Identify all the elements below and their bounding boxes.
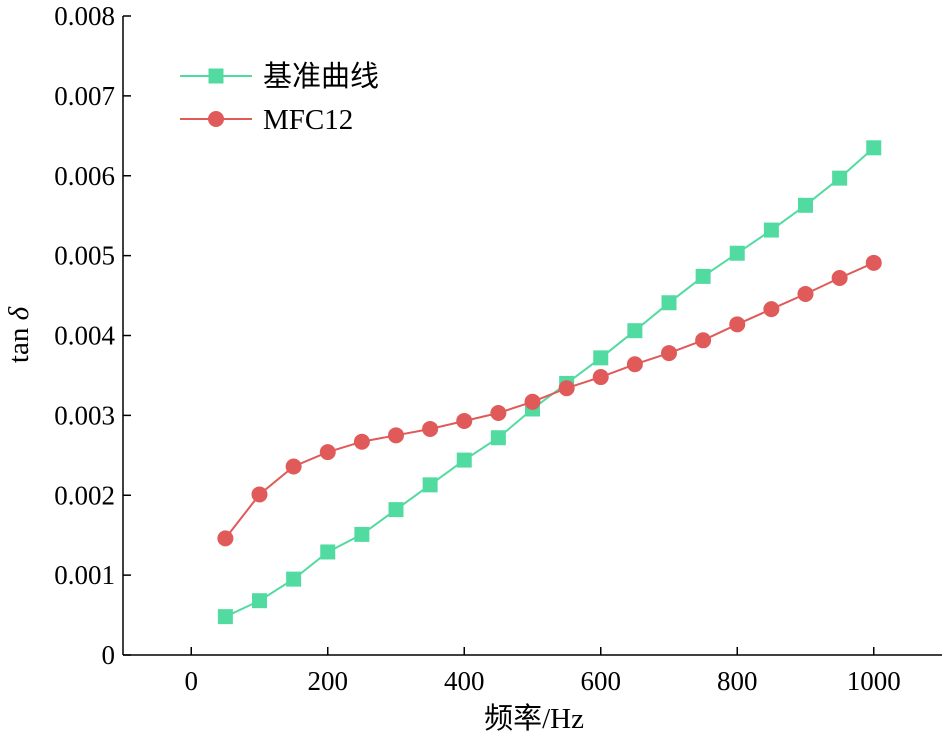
legend-item: 基准曲线 — [180, 60, 379, 93]
x-tick-label: 800 — [717, 666, 758, 696]
y-tick-label: 0.008 — [54, 1, 115, 31]
axes: 0 0.001 0.002 0.003 0.004 0.005 0.006 0.007 0.00… — [54, 1, 942, 696]
legend-marker — [208, 68, 224, 84]
data-point — [558, 380, 575, 397]
data-point — [832, 170, 848, 186]
data-point — [456, 452, 472, 468]
data-point — [490, 430, 506, 446]
data-point — [320, 544, 336, 560]
data-point — [763, 301, 780, 318]
x-tick-label: 1000 — [847, 666, 901, 696]
legend-marker — [208, 111, 224, 127]
data-point — [763, 222, 779, 238]
y-axis-title: tan δ — [3, 306, 35, 363]
y-tick-label: 0.007 — [54, 81, 115, 111]
data-point — [422, 477, 438, 493]
y-tick-label: 0.003 — [54, 400, 115, 430]
data-point — [524, 393, 541, 410]
legend-item: MFC12 — [180, 104, 353, 136]
data-point — [217, 530, 234, 547]
x-tick-label: 600 — [581, 666, 622, 696]
data-point — [251, 486, 268, 503]
y-axis-title-prefix: tan — [3, 320, 35, 363]
legend-label: 基准曲线 — [263, 60, 379, 93]
data-point — [729, 316, 746, 333]
y-tick-label: 0.006 — [54, 161, 115, 191]
legend: 基准曲线 MFC12 — [180, 60, 379, 136]
x-tick-label: 400 — [444, 666, 485, 696]
data-point — [661, 295, 677, 311]
data-point — [456, 412, 473, 429]
data-point — [388, 502, 404, 518]
data-point — [490, 404, 507, 421]
x-axis-title: 频率/Hz — [484, 702, 584, 735]
data-point — [319, 444, 336, 461]
data-point — [217, 609, 233, 625]
data-point — [388, 427, 404, 444]
data-point — [798, 197, 813, 213]
y-tick-label: 0 — [102, 640, 116, 670]
series-1 — [217, 140, 882, 625]
data-point — [729, 245, 745, 261]
data-point — [865, 254, 882, 271]
data-point — [661, 345, 677, 362]
data-point — [866, 140, 882, 156]
data-point — [797, 285, 814, 302]
y-axis-title-symbol: δ — [3, 306, 35, 320]
series-layer — [217, 140, 882, 625]
y-tick-label: 0.004 — [54, 321, 115, 351]
data-point — [286, 571, 302, 587]
data-point — [593, 350, 609, 366]
y-tick-label: 0.002 — [54, 480, 115, 510]
data-point — [422, 420, 439, 437]
data-point — [831, 269, 848, 286]
data-point — [592, 369, 609, 386]
x-tick-label: 0 — [185, 666, 199, 696]
y-tick-label: 0.001 — [54, 560, 115, 590]
data-point — [354, 526, 370, 542]
x-tick-label: 200 — [308, 666, 349, 696]
series-2 — [217, 254, 882, 547]
data-point — [695, 268, 711, 284]
data-point — [695, 332, 712, 349]
legend-label: MFC12 — [263, 104, 353, 136]
data-point — [627, 323, 643, 339]
data-point — [353, 433, 370, 450]
y-tick-label: 0.005 — [54, 241, 115, 271]
data-point — [626, 356, 643, 373]
data-point — [252, 593, 267, 609]
data-point — [285, 458, 302, 475]
